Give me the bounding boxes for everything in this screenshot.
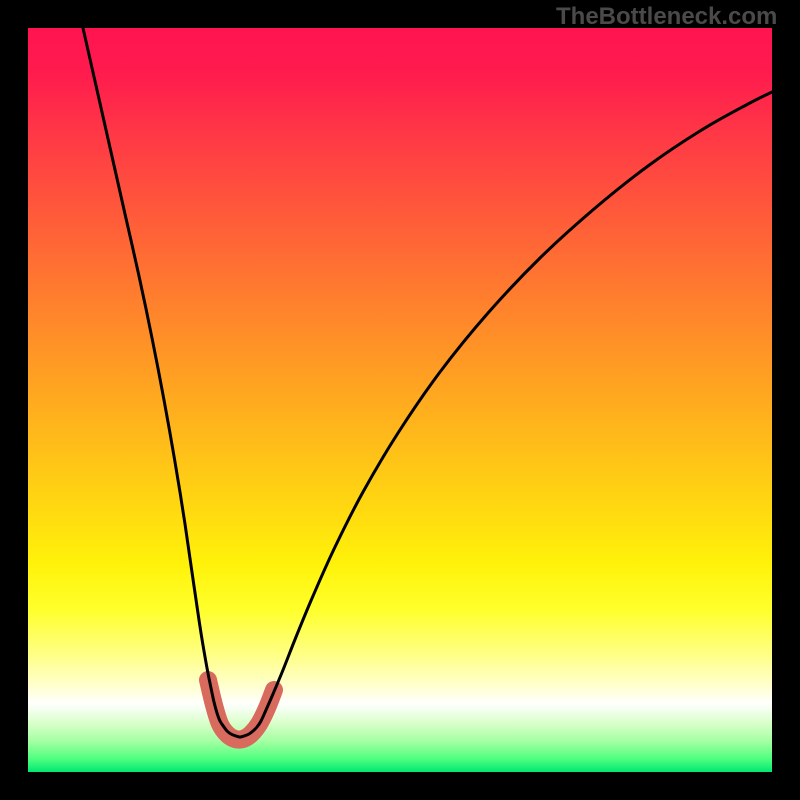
trough-marker-band	[208, 680, 274, 740]
plot-surface	[28, 28, 772, 772]
bottleneck-curve	[83, 28, 772, 737]
watermark-text: TheBottleneck.com	[556, 3, 777, 31]
curve-layer	[28, 28, 772, 772]
